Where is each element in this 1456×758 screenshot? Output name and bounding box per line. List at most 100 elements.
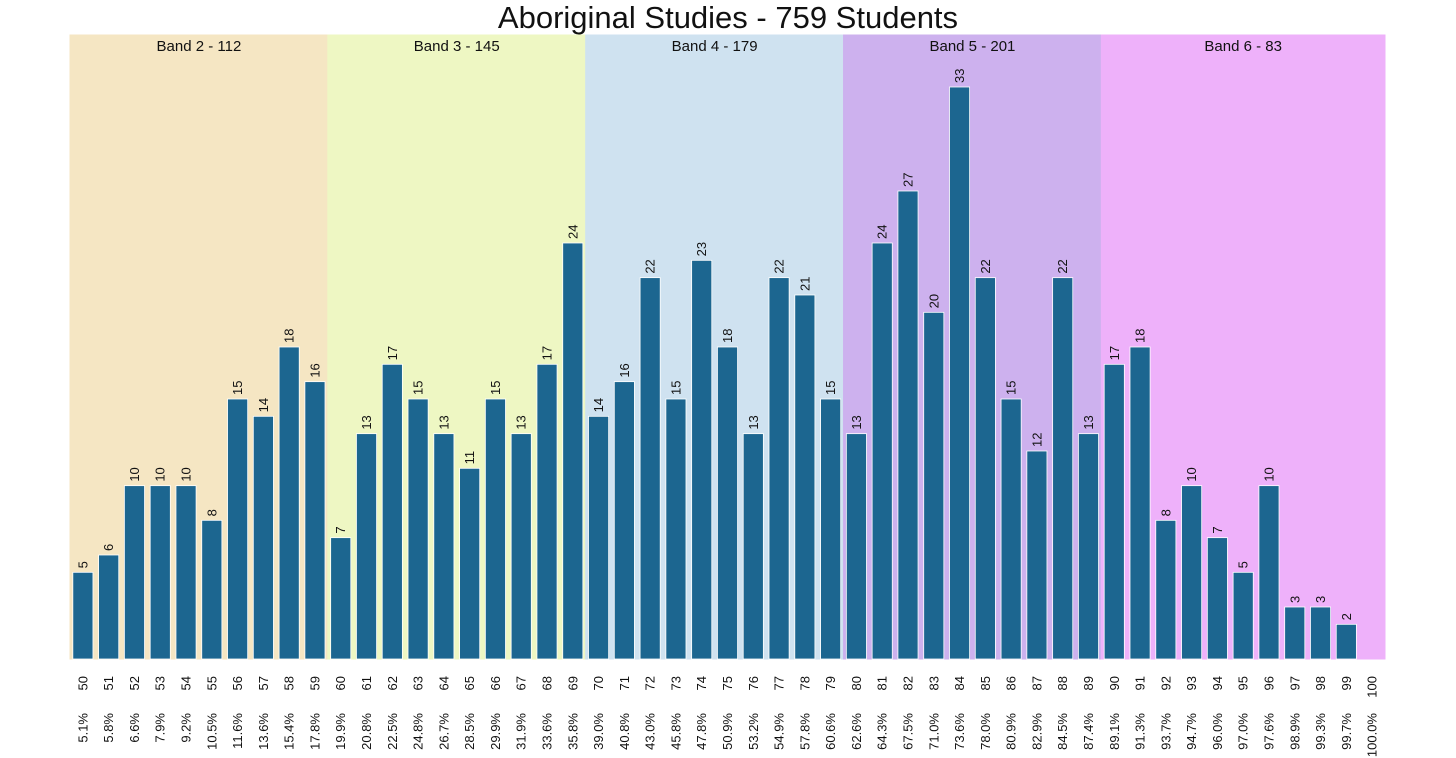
- bar: [1206, 537, 1228, 660]
- bar-value-label: 10: [1261, 467, 1276, 481]
- percentile-label: 97.6%: [1261, 713, 1276, 750]
- band-label: Band 5 - 201: [929, 38, 1015, 55]
- bar: [794, 294, 816, 660]
- x-tick-label: 100: [1365, 676, 1380, 698]
- bar: [330, 537, 352, 660]
- x-tick-label: 88: [1055, 676, 1070, 690]
- x-tick-label: 73: [668, 676, 683, 690]
- bar: [665, 398, 687, 660]
- bar-value-label: 21: [797, 277, 812, 291]
- bar: [974, 277, 996, 660]
- bar-value-label: 18: [1133, 329, 1148, 343]
- bar-value-label: 10: [127, 467, 142, 481]
- percentile-labels: 5.1% 5.8% 6.6% 7.9% 9.2% 10.5% 11.6% 13.6% 15.4%…: [75, 713, 1379, 758]
- x-tick-label: 56: [230, 676, 245, 690]
- percentile-label: 7.9%: [153, 713, 168, 743]
- bar-value-label: 18: [720, 329, 735, 343]
- bar: [820, 398, 842, 660]
- bar-value-label: 33: [952, 69, 967, 83]
- bar: [381, 363, 403, 660]
- bar-value-label: 23: [694, 242, 709, 256]
- bar-value-label: 11: [462, 451, 477, 465]
- percentile-label: 96.0%: [1210, 713, 1225, 750]
- percentile-label: 100.0%: [1365, 713, 1380, 758]
- percentile-label: 40.8%: [617, 713, 632, 750]
- percentile-label: 78.0%: [978, 713, 993, 750]
- x-tick-label: 50: [75, 676, 90, 690]
- percentile-label: 11.6%: [230, 713, 245, 749]
- percentile-label: 26.7%: [436, 713, 451, 750]
- bar: [1258, 485, 1280, 660]
- x-tick-label: 61: [359, 676, 374, 690]
- bar: [588, 415, 610, 660]
- percentile-label: 87.4%: [1081, 713, 1096, 750]
- percentile-label: 60.6%: [823, 713, 838, 750]
- x-tick-label: 76: [746, 676, 761, 690]
- bar: [536, 363, 558, 660]
- x-tick-label: 72: [643, 676, 658, 690]
- percentile-label: 57.8%: [797, 713, 812, 750]
- x-tick-labels: 50 51 52 53 54 55 56 57 58 59 60 61 62 63 64 65 66 67 68 69…: [75, 676, 1379, 698]
- bar-value-label: 24: [565, 225, 580, 239]
- x-tick-label: 58: [282, 676, 297, 690]
- x-tick-label: 77: [772, 676, 787, 690]
- percentile-label: 17.8%: [307, 713, 322, 750]
- x-tick-label: 79: [823, 676, 838, 690]
- x-tick-label: 65: [462, 676, 477, 690]
- percentile-label: 45.8%: [668, 713, 683, 750]
- bar: [304, 381, 326, 660]
- bar: [613, 381, 635, 660]
- x-tick-label: 51: [101, 676, 116, 690]
- percentile-label: 89.1%: [1107, 713, 1122, 750]
- x-tick-label: 52: [127, 676, 142, 690]
- bar: [845, 433, 867, 660]
- bar: [484, 398, 506, 660]
- percentile-label: 19.9%: [333, 713, 348, 750]
- bar-value-label: 3: [1287, 596, 1302, 603]
- band-label: Band 3 - 145: [414, 38, 500, 55]
- percentile-label: 20.8%: [359, 713, 374, 750]
- bar-value-label: 15: [411, 381, 426, 395]
- percentile-label: 99.3%: [1313, 713, 1328, 750]
- bar: [1103, 363, 1125, 660]
- x-tick-label: 53: [153, 676, 168, 690]
- bar-value-label: 7: [1210, 526, 1225, 533]
- percentile-label: 71.0%: [926, 713, 941, 750]
- bar-value-label: 22: [1055, 259, 1070, 273]
- band-label: Band 6 - 83: [1204, 38, 1282, 55]
- percentile-label: 22.5%: [385, 713, 400, 750]
- bar-value-label: 13: [746, 415, 761, 429]
- bar: [1310, 606, 1331, 660]
- bar-value-label: 10: [179, 467, 194, 481]
- bar: [98, 554, 120, 660]
- percentile-label: 10.5%: [204, 713, 219, 750]
- bar: [1232, 571, 1254, 660]
- percentile-label: 29.9%: [488, 713, 503, 750]
- percentile-label: 67.5%: [900, 713, 915, 750]
- x-tick-label: 75: [720, 676, 735, 690]
- bar: [1052, 277, 1074, 660]
- bar: [201, 519, 223, 660]
- x-tick-label: 68: [540, 676, 555, 690]
- x-tick-label: 80: [849, 676, 864, 690]
- bar-value-label: 13: [359, 415, 374, 429]
- x-tick-label: 95: [1236, 676, 1251, 690]
- x-tick-label: 67: [514, 676, 529, 690]
- bar: [768, 277, 790, 660]
- x-tick-label: 81: [875, 676, 890, 690]
- percentile-label: 84.5%: [1055, 713, 1070, 750]
- percentile-label: 50.9%: [720, 713, 735, 750]
- percentile-label: 99.7%: [1339, 713, 1354, 750]
- x-tick-label: 71: [617, 676, 632, 690]
- bar: [1078, 433, 1099, 660]
- percentile-label: 5.8%: [101, 713, 116, 743]
- bar-value-label: 22: [772, 259, 787, 273]
- bar: [1335, 623, 1357, 660]
- bar: [278, 346, 300, 660]
- bar-value-labels: 5 6 10 10 10 8 15 14 18 16 7 13 17 15 13 11 15 13 17 24 14 16…: [75, 69, 1353, 621]
- x-tick-label: 99: [1339, 676, 1354, 690]
- percentile-label: 80.9%: [1004, 713, 1019, 750]
- x-tick-label: 57: [256, 676, 271, 690]
- percentile-label: 91.3%: [1133, 713, 1148, 750]
